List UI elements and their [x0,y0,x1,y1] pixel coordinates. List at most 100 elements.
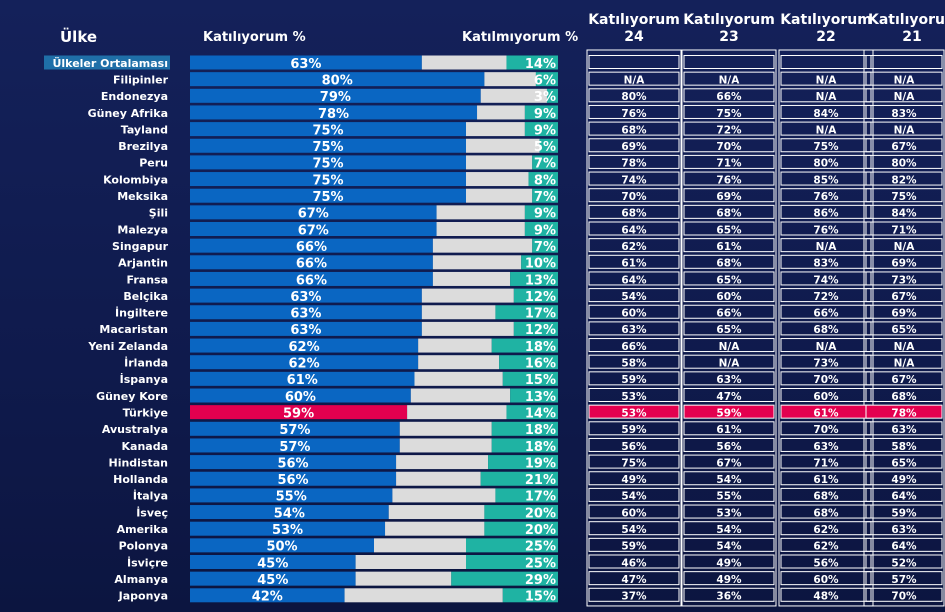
table-cell-hollanda-3 [865,471,943,486]
neutral-bar-belcika [421,288,514,303]
table-value-filipinler-2: N/A [816,74,838,86]
table-cell-guney-kore-1 [683,388,775,402]
year-23-header-line2: 23 [719,29,739,45]
table-value-yeni-zelanda-3: N/A [894,341,916,353]
row-label-avustralya: Avustralya [102,423,168,436]
table-value-irlanda-0: 58% [621,358,647,370]
table-cell-endonezya-1 [683,88,775,103]
table-cell-kolombiya-3 [865,171,943,186]
table-value-endonezya-0: 80% [621,91,647,103]
row-label-turkiye: Türkiye [123,406,168,419]
disagree-bar-guney-afrika [524,105,558,120]
table-cell-ispanya-1 [683,371,775,386]
agree-bar-ispanya [190,371,415,386]
table-value-filipinler-0: N/A [624,74,646,86]
agree-bar-ingiltere [190,305,422,320]
row-label-hollanda: Hollanda [113,473,168,486]
table-cell-endonezya-3 [865,88,943,103]
year-23-header-line1: Katılıyorum [683,12,775,28]
agree-bar-avustralya [190,421,400,436]
table-value-tayland-1: 72% [716,124,742,136]
table-value-japonya-0: 37% [621,591,647,603]
row-label-macaristan: Macaristan [99,323,168,336]
table-value-arjantin-0: 61% [621,258,647,270]
row-label-italya: İtalya [133,489,168,503]
table-cell-meksika-2 [780,188,872,203]
disagree-label-amerika: 20% [525,523,556,538]
table-cell-endonezya-2 [780,88,872,103]
disagree-bar-macaristan [513,321,558,336]
table-value-brezilya-3: 67% [891,141,917,153]
table-cell-almanya-0 [588,571,680,586]
table-value-macaristan-1: 65% [716,324,742,336]
table-value-ispanya-0: 59% [621,374,647,386]
disagree-label-fransa: 13% [525,273,556,288]
table-value-yeni-zelanda-0: 66% [621,341,647,353]
table-value-endonezya-2: N/A [816,91,838,103]
table-cell-italya-1 [683,487,775,502]
table-value-irlanda-1: N/A [719,358,741,370]
table-value-fransa-1: 65% [716,274,742,286]
disagree-bar-isvec [484,505,558,520]
table-value-italya-3: 64% [891,491,917,503]
table-value-fransa-0: 64% [621,274,647,286]
table-cell-arjantin-3 [865,254,943,269]
table-value-sili-3: 84% [891,208,917,220]
disagree-label-almanya: 29% [525,573,556,588]
table-cell-irlanda-1 [683,354,775,369]
agree-label-meksika: 75% [312,190,343,205]
disagree-bar-italya [495,488,558,503]
agree-bar-turkiye [190,405,408,420]
neutral-bar-japonya [344,588,503,603]
agree-label-arjantin: 66% [296,257,327,272]
table-cell-guney-kore-3 [865,388,943,402]
disagree-label-turkiye: 14% [525,406,556,421]
table-value-macaristan-0: 63% [621,324,647,336]
table-cell-guney-afrika-2 [780,104,872,119]
agree-label-avustralya: 57% [279,423,310,438]
table-cell-endonezya-0 [588,88,680,103]
table-value-macaristan-3: 65% [891,324,917,336]
table-value-japonya-2: 48% [813,591,839,603]
agree-bar-singapur [190,238,433,253]
table-value-hindistan-3: 65% [891,457,917,469]
table-value-guney-afrika-3: 83% [891,108,917,120]
row-label-amerika: Amerika [117,523,168,536]
neutral-bar-brezilya [466,138,540,153]
table-value-guney-afrika-0: 76% [621,108,647,120]
table-cell-japonya-0 [588,587,680,602]
row-label-yeni-zelanda: Yeni Zelanda [87,340,168,353]
year-24-header-line2: 24 [624,29,644,45]
table-cell-hindistan-2 [780,454,872,469]
table-cell-kanada-3 [865,437,943,452]
table-cell-polonya-1 [683,537,775,552]
table-value-endonezya-1: 66% [716,91,742,103]
table-cell-ispanya-2 [780,371,872,386]
table-value-hollanda-0: 49% [621,474,647,486]
table-value-arjantin-1: 68% [716,258,742,270]
table-value-brezilya-1: 70% [716,141,742,153]
table-cell-hollanda-0 [588,471,680,486]
disagree-bar-kolombiya [528,172,558,187]
table-value-ispanya-2: 70% [813,374,839,386]
table-cell-irlanda-3 [865,354,943,369]
table-cell-macaristan-3 [865,321,943,336]
table-value-sili-1: 68% [716,208,742,220]
table-cell-turkiye-0 [588,404,680,419]
table-cell-fransa-2 [780,271,872,286]
table-value-turkiye-0: 53% [621,407,647,419]
table-cell-singapur-0 [588,238,680,253]
table-value-almanya-2: 60% [813,574,839,586]
agree-bar-kanada [190,438,400,453]
neutral-bar-hindistan [396,455,489,470]
table-cell-amerika-1 [683,521,775,536]
agree-label-filipinler: 80% [322,73,353,88]
table-cell-sili-3 [865,204,943,219]
disagree-bar-japonya [502,588,558,603]
table-value-irlanda-2: 73% [813,358,839,370]
disagree-bar-turkiye [506,405,558,420]
table-cell-filipinler-2 [780,71,872,86]
year-21-header-line2: 21 [902,29,922,45]
table-value-polonya-0: 59% [621,541,647,553]
table-cell-italya-0 [588,487,680,502]
